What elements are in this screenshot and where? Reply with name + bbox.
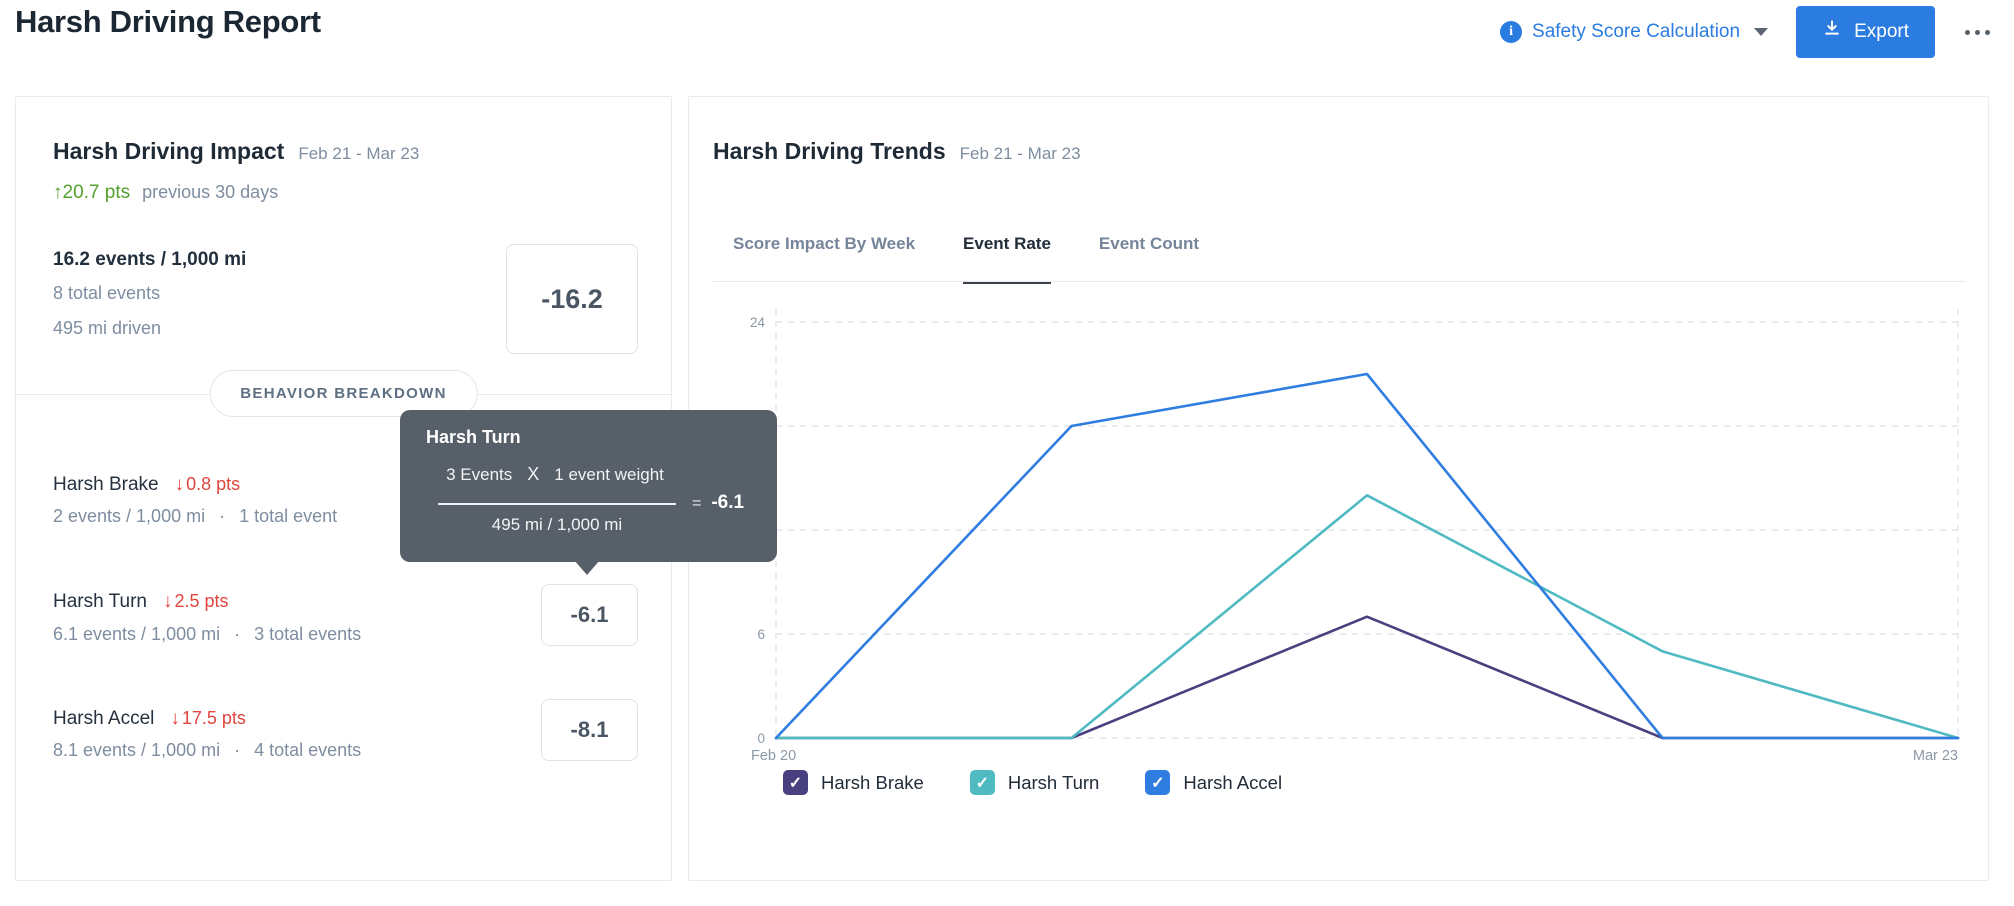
- chevron-down-icon: [1754, 28, 1769, 36]
- impact-panel-title: Harsh Driving Impact: [53, 138, 285, 164]
- harsh-turn-score-tooltip: Harsh Turn 3 Events X 1 event weight 495…: [400, 410, 777, 562]
- safety-score-calculation-dropdown[interactable]: i Safety Score Calculation: [1500, 21, 1769, 43]
- tooltip-event-weight: 1 event weight: [554, 465, 664, 484]
- delta-caption: previous 30 days: [142, 182, 279, 202]
- harsh-turn-score-chip[interactable]: -6.1: [541, 584, 638, 646]
- behavior-row-harsh-accel: Harsh Accel ↓ 17.5 pts: [53, 708, 246, 730]
- total-events: 8 total events: [53, 283, 161, 303]
- download-icon: [1822, 19, 1842, 45]
- behavior-row-harsh-brake: Harsh Brake ↓ 0.8 pts: [53, 474, 240, 496]
- behavior-name: Harsh Accel: [53, 708, 155, 729]
- more-options-button[interactable]: [1963, 24, 1992, 41]
- tab-score-impact-by-week[interactable]: Score Impact By Week: [733, 234, 916, 253]
- harsh-accel-score-chip[interactable]: -8.1: [541, 699, 638, 761]
- tooltip-title: Harsh Turn: [426, 427, 521, 447]
- safety-score-calculation-label[interactable]: Safety Score Calculation: [1532, 21, 1741, 42]
- dot-icon: [1975, 29, 1980, 35]
- check-icon: ✓: [1151, 774, 1165, 792]
- trends-tabs: Score Impact By Week Event Rate Event Co…: [733, 233, 1199, 284]
- tooltip-arrow-icon: [574, 560, 600, 575]
- dot-separator: ·: [219, 506, 226, 526]
- trends-date-range: Feb 21 - Mar 23: [959, 144, 1081, 163]
- behavior-detail-harsh-accel: 8.1 events / 1,000 mi · 4 total events: [53, 740, 361, 761]
- behavior-delta: ↓ 17.5 pts: [170, 708, 246, 730]
- behavior-detail-harsh-brake: 2 events / 1,000 mi · 1 total event: [53, 506, 337, 527]
- behavior-detail-harsh-turn: 6.1 events / 1,000 mi · 3 total events: [53, 624, 361, 645]
- svg-text:Feb 20: Feb 20: [751, 748, 796, 764]
- info-icon: i: [1500, 21, 1523, 43]
- tab-event-count[interactable]: Event Count: [1098, 234, 1200, 253]
- legend-label: Harsh Turn: [1007, 771, 1100, 793]
- impact-date-range: Feb 21 - Mar 23: [298, 144, 420, 163]
- chart-legend: ✓ Harsh Brake ✓ Harsh Turn ✓ Harsh Accel: [783, 770, 1282, 795]
- legend-item-harsh-brake[interactable]: ✓ Harsh Brake: [783, 770, 924, 795]
- arrow-down-icon: ↓: [170, 708, 180, 729]
- svg-text:6: 6: [757, 627, 765, 642]
- equals-sign: =: [692, 495, 702, 512]
- behavior-rate: 2 events / 1,000 mi: [53, 506, 206, 526]
- tooltip-denominator: 495 mi / 1,000 mi: [491, 515, 623, 534]
- behavior-delta: ↓ 0.8 pts: [175, 474, 241, 496]
- behavior-total: 1 total event: [239, 506, 338, 526]
- harsh-driving-trends-panel: Harsh Driving Trends Feb 21 - Mar 23 Sco…: [688, 96, 1989, 881]
- legend-label: Harsh Brake: [821, 771, 924, 793]
- behavior-delta: ↓ 2.5 pts: [163, 591, 229, 613]
- legend-item-harsh-turn[interactable]: ✓ Harsh Turn: [969, 770, 1100, 795]
- checkbox-checked-icon[interactable]: ✓: [783, 770, 808, 795]
- legend-item-harsh-accel[interactable]: ✓ Harsh Accel: [1145, 770, 1282, 795]
- behavior-name: Harsh Turn: [53, 591, 147, 612]
- checkbox-checked-icon[interactable]: ✓: [969, 770, 995, 795]
- fraction-bar: [438, 503, 676, 505]
- behavior-rate: 8.1 events / 1,000 mi: [53, 740, 221, 760]
- svg-text:0: 0: [757, 731, 765, 746]
- delta-value: 2.5 pts: [174, 591, 229, 611]
- overall-event-rate: 16.2 events / 1,000 mi: [53, 249, 247, 270]
- page-title: Harsh Driving Report: [15, 4, 321, 39]
- dot-separator: ·: [234, 624, 241, 644]
- multiply-icon: X: [527, 464, 540, 484]
- behavior-row-harsh-turn: Harsh Turn ↓ 2.5 pts: [53, 591, 229, 613]
- behavior-name: Harsh Brake: [53, 474, 159, 495]
- dot-icon: [1985, 29, 1990, 35]
- check-icon: ✓: [788, 774, 803, 792]
- miles-driven: 495 mi driven: [53, 318, 162, 338]
- export-label: Export: [1854, 21, 1909, 42]
- impact-title-row: Harsh Driving Impact Feb 21 - Mar 23: [53, 138, 419, 165]
- check-icon: ✓: [975, 774, 990, 792]
- delta-value: 0.8 pts: [186, 474, 241, 494]
- checkbox-checked-icon[interactable]: ✓: [1145, 770, 1171, 795]
- tooltip-numerator: 3 Events X 1 event weight: [430, 464, 680, 485]
- behavior-total: 4 total events: [254, 740, 362, 760]
- export-button[interactable]: Export: [1796, 6, 1935, 58]
- tabs-divider: [713, 281, 1966, 282]
- legend-label: Harsh Accel: [1183, 771, 1283, 793]
- svg-text:24: 24: [750, 315, 766, 330]
- behavior-rate: 6.1 events / 1,000 mi: [53, 624, 221, 644]
- arrow-down-icon: ↓: [162, 591, 173, 612]
- delta-value: 17.5 pts: [181, 708, 246, 728]
- overall-score-chip[interactable]: -16.2: [506, 244, 638, 354]
- arrow-down-icon: ↓: [174, 474, 185, 495]
- tooltip-events: 3 Events: [446, 465, 513, 484]
- trends-title-row: Harsh Driving Trends Feb 21 - Mar 23: [713, 138, 1081, 165]
- dot-separator: ·: [234, 740, 241, 760]
- tooltip-result-row: = -6.1: [692, 492, 744, 514]
- arrow-up-icon: ↑: [53, 182, 63, 203]
- delta-value: 20.7 pts: [62, 182, 131, 203]
- dot-icon: [1965, 29, 1970, 35]
- trends-panel-title: Harsh Driving Trends: [713, 138, 946, 164]
- impact-delta-row: ↑20.7 pts previous 30 days: [53, 182, 278, 204]
- tooltip-result: -6.1: [711, 492, 745, 513]
- tab-event-rate[interactable]: Event Rate: [963, 233, 1051, 284]
- behavior-total: 3 total events: [254, 624, 362, 644]
- delta-positive: ↑20.7 pts: [53, 182, 130, 204]
- header-actions: i Safety Score Calculation Export: [1500, 6, 1992, 58]
- behavior-breakdown-pill[interactable]: BEHAVIOR BREAKDOWN: [209, 370, 478, 417]
- svg-text:Mar 23: Mar 23: [1913, 748, 1958, 764]
